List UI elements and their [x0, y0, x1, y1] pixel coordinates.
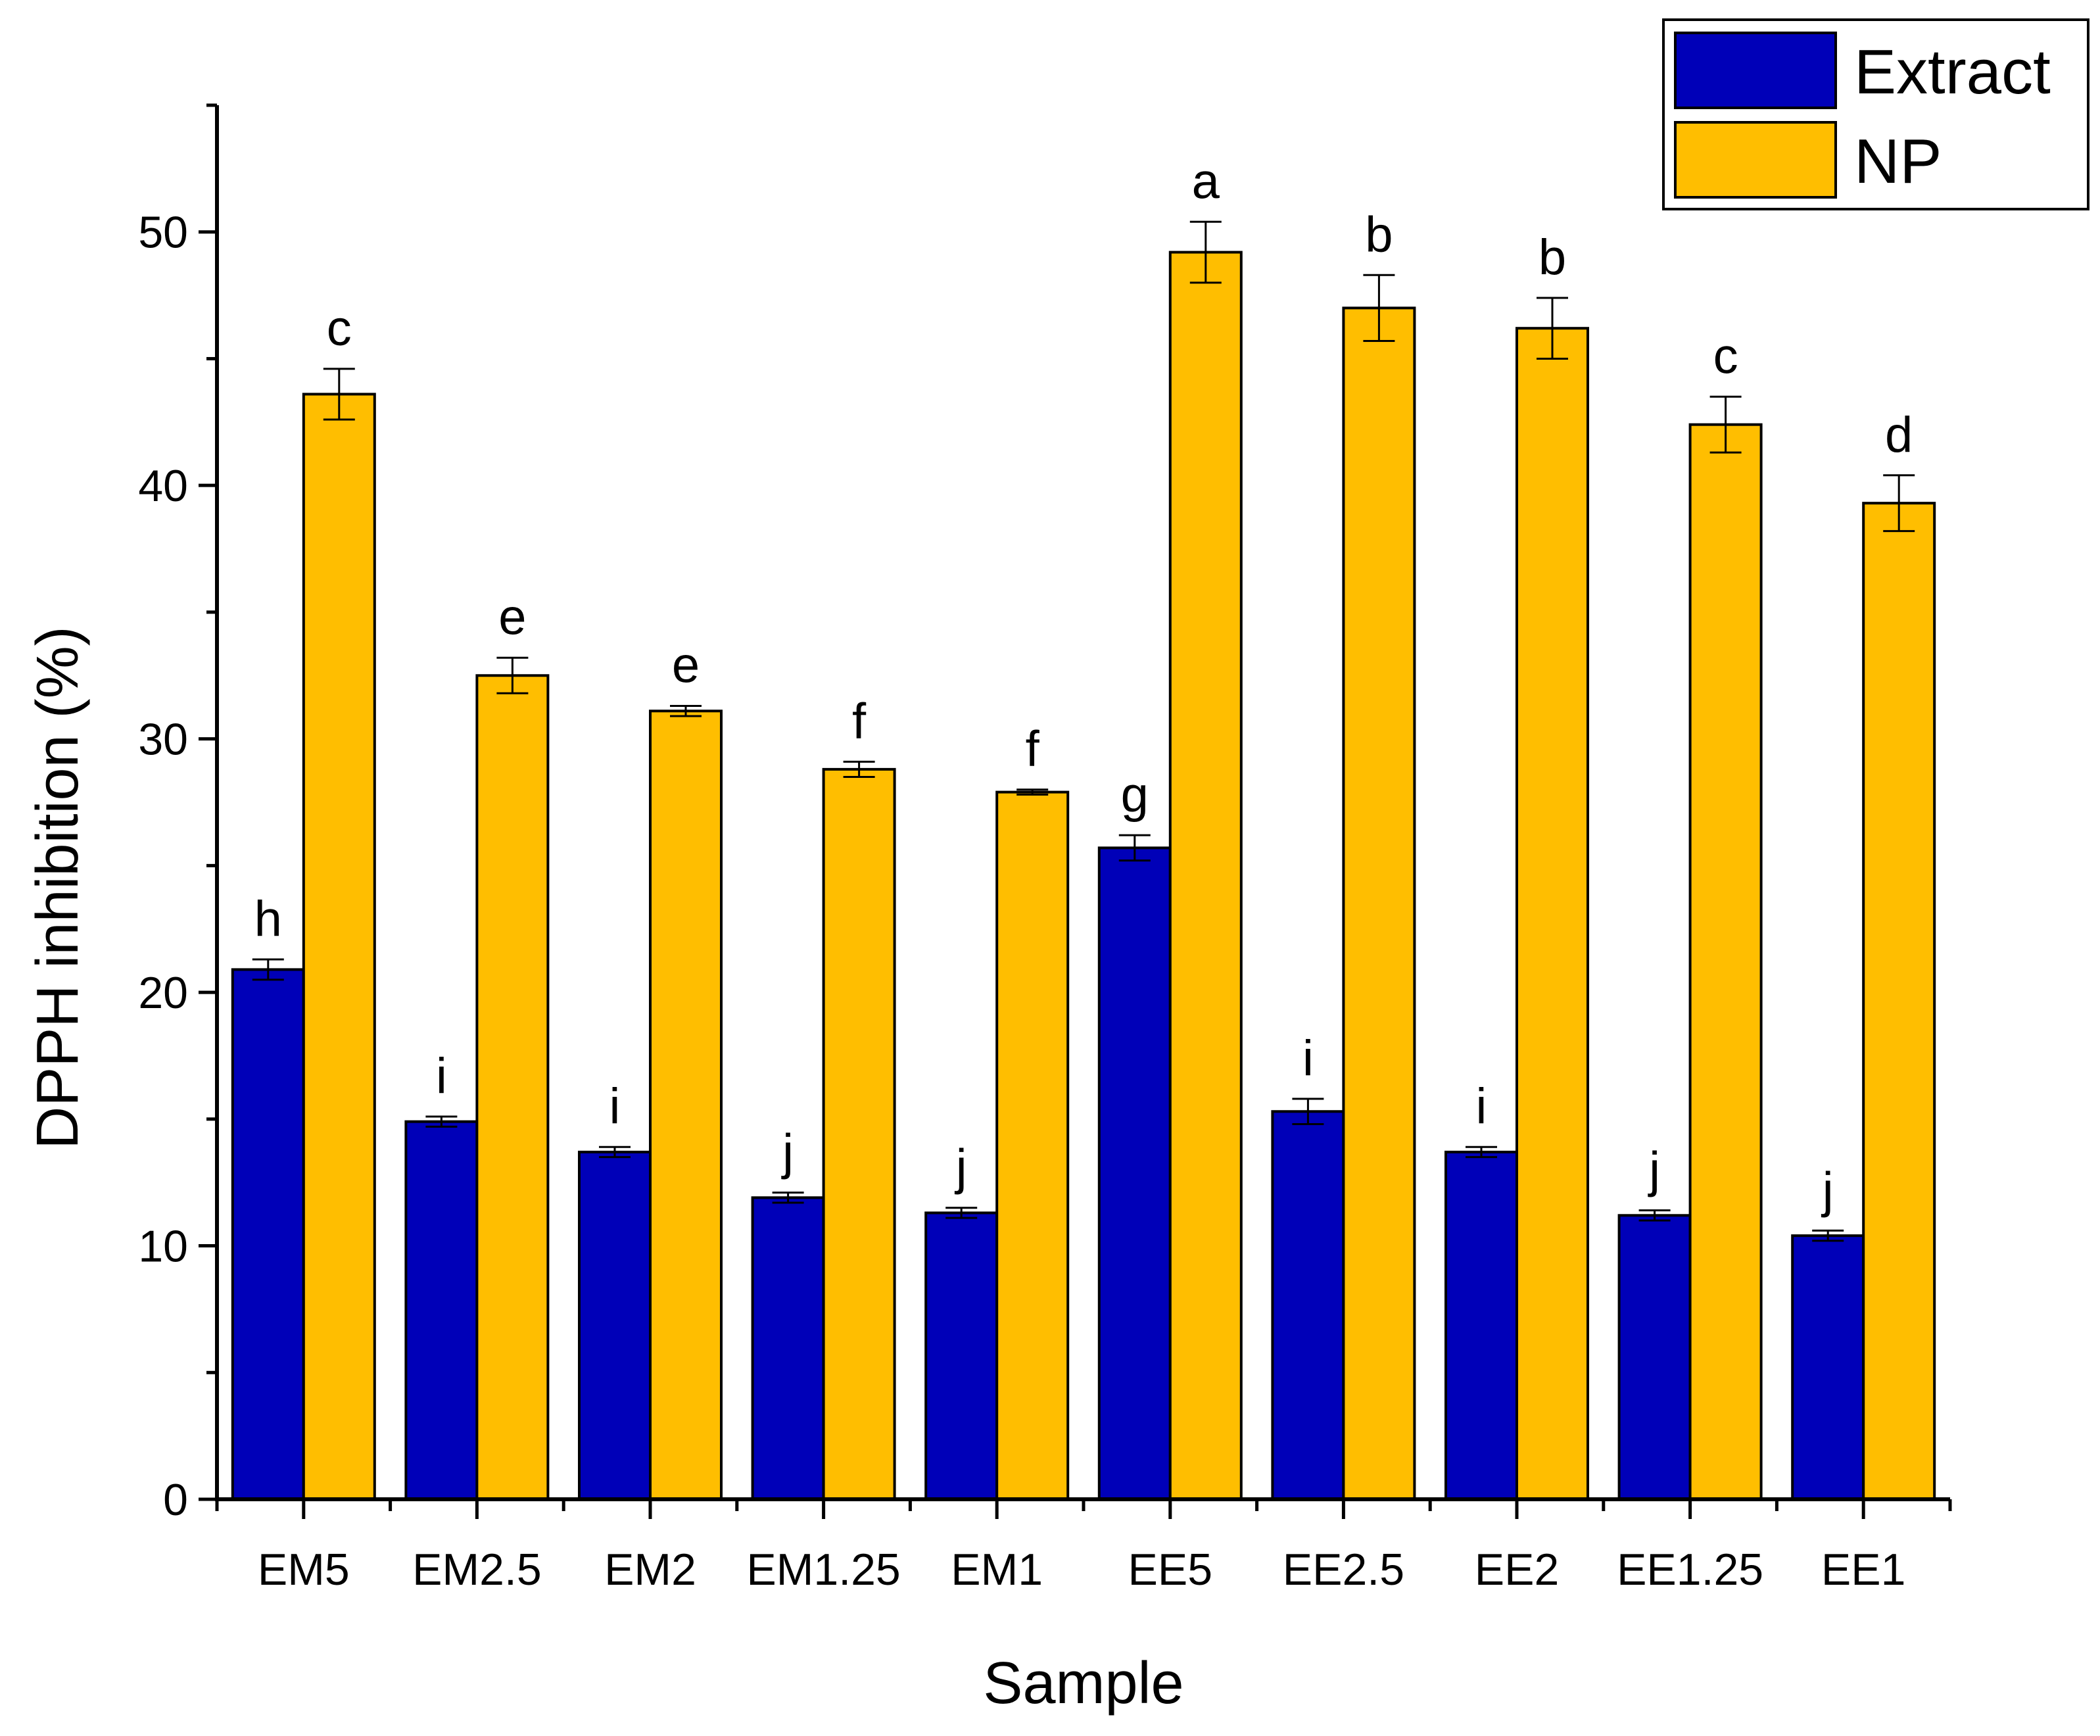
- x-tick-label: EM1.25: [746, 1545, 900, 1595]
- significance-letter: i: [1476, 1078, 1487, 1134]
- legend-label-np: NP: [1854, 126, 1942, 197]
- y-tick-label: 20: [138, 968, 188, 1018]
- significance-letter: j: [1648, 1142, 1660, 1198]
- significance-letter: j: [781, 1124, 794, 1180]
- labels-layer: 0 10 20 30 40 50 EM5 h c EM2.5 i e EM2 i e EM1.25 j f EM1 j…: [138, 153, 1913, 1595]
- bar-np: [1168, 251, 1243, 1501]
- x-tick-label: EE2.5: [1283, 1545, 1404, 1595]
- bar-extract: [1791, 1234, 1865, 1501]
- x-tick-label: EE5: [1128, 1545, 1213, 1595]
- bar-np: [822, 767, 896, 1501]
- bars-layer: [231, 220, 1936, 1501]
- significance-letter: i: [1302, 1030, 1314, 1086]
- y-tick-label: 30: [138, 715, 188, 765]
- significance-letter: e: [672, 638, 700, 694]
- bar-extract: [1617, 1214, 1692, 1501]
- significance-letter: c: [1713, 328, 1738, 384]
- bar-extract: [751, 1196, 825, 1501]
- y-axis-title: DPPH inhibition (%): [25, 626, 91, 1149]
- bar-np: [475, 674, 550, 1501]
- significance-letter: f: [1026, 721, 1040, 777]
- x-axis-title: Sample: [983, 1651, 1183, 1716]
- y-tick-label: 50: [138, 208, 188, 258]
- x-tick-label: EE2: [1475, 1545, 1560, 1595]
- bar-extract: [1097, 846, 1172, 1501]
- significance-letter: i: [609, 1078, 621, 1134]
- bar-np: [995, 790, 1070, 1501]
- bar-extract: [1271, 1110, 1345, 1501]
- significance-letter: h: [254, 891, 282, 947]
- y-tick-label: 40: [138, 461, 188, 511]
- bar-extract: [231, 968, 305, 1501]
- axes-layer: [199, 103, 1952, 1519]
- x-tick-label: EM1: [951, 1545, 1043, 1595]
- significance-letter: d: [1885, 407, 1913, 463]
- significance-letter: e: [498, 589, 526, 645]
- x-tick-label: EM5: [258, 1545, 350, 1595]
- significance-letter: c: [327, 301, 352, 356]
- x-tick-label: EE1.25: [1617, 1545, 1763, 1595]
- bar-extract: [924, 1211, 999, 1501]
- significance-letter: a: [1192, 153, 1220, 209]
- y-tick-label: 10: [138, 1222, 188, 1272]
- significance-letter: b: [1539, 229, 1566, 285]
- bar-extract: [578, 1150, 652, 1501]
- bar-extract: [404, 1120, 479, 1501]
- significance-letter: j: [955, 1140, 967, 1195]
- bar-np: [1342, 306, 1416, 1501]
- bar-np: [302, 393, 376, 1501]
- significance-letter: g: [1121, 767, 1149, 823]
- x-tick-label: EM2: [604, 1545, 696, 1595]
- significance-letter: i: [436, 1048, 447, 1104]
- legend-swatch-extract: [1674, 32, 1837, 109]
- significance-letter: b: [1365, 206, 1393, 262]
- x-tick-label: EE1: [1821, 1545, 1906, 1595]
- legend-swatch-np: [1674, 121, 1837, 199]
- legend: Extract NP: [1662, 18, 2089, 210]
- bar-extract: [1444, 1150, 1518, 1501]
- bar-np: [1688, 423, 1763, 1501]
- legend-label-extract: Extract: [1854, 37, 2051, 107]
- bar-np: [1515, 327, 1589, 1501]
- y-tick-label: 0: [163, 1475, 188, 1525]
- significance-letter: j: [1821, 1162, 1834, 1218]
- bar-np: [649, 710, 723, 1501]
- bar-np: [1862, 502, 1936, 1501]
- significance-letter: f: [852, 693, 867, 749]
- x-tick-label: EM2.5: [412, 1545, 542, 1595]
